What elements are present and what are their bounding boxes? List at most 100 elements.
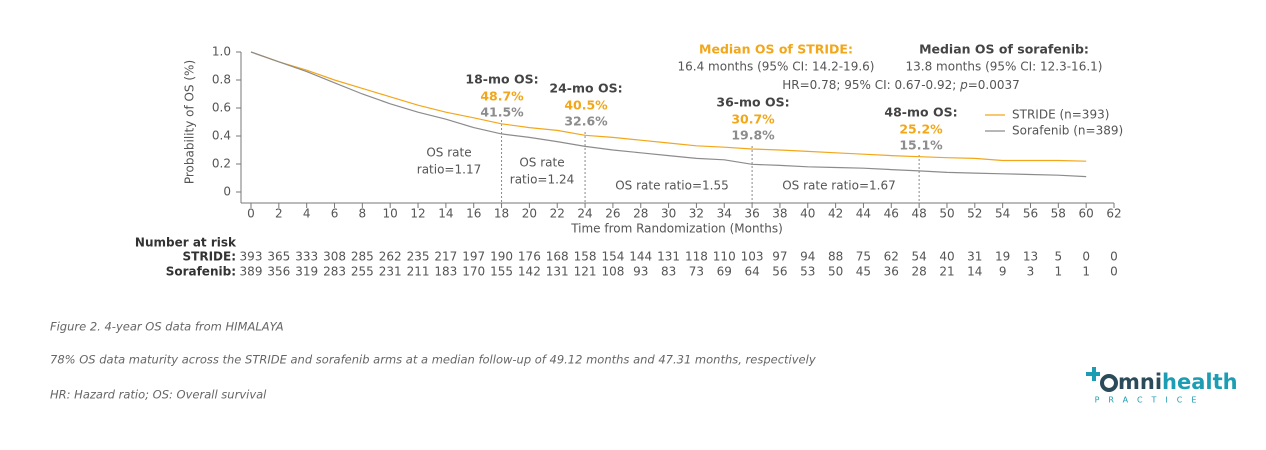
milestone-stride: 48.7% <box>480 89 524 104</box>
at-risk-value: 131 <box>546 265 569 279</box>
milestone-sorafenib: 19.8% <box>731 128 775 143</box>
x-tick-label: 60 <box>1079 207 1094 221</box>
x-tick-label: 54 <box>995 207 1010 221</box>
ratio-label: OS rate <box>426 146 471 160</box>
milestone-sorafenib: 41.5% <box>480 105 524 120</box>
at-risk-value: 93 <box>633 265 648 279</box>
at-risk-value: 308 <box>323 250 346 264</box>
y-tick-label: 0.8 <box>212 73 231 87</box>
x-tick-label: 62 <box>1106 207 1121 221</box>
x-tick-label: 4 <box>303 207 311 221</box>
x-tick-label: 52 <box>967 207 982 221</box>
at-risk-value: 40 <box>939 250 954 264</box>
at-risk-value: 31 <box>967 250 982 264</box>
hr-text: HR=0.78; 95% CI: 0.67-0.92; p=0.0037 <box>782 78 1020 92</box>
logo: mnihealth PRACTICE <box>1086 367 1238 405</box>
milestone-title: 36-mo OS: <box>716 95 789 110</box>
at-risk-value: 1 <box>1082 265 1090 279</box>
at-risk-value: 285 <box>351 250 374 264</box>
at-risk-value: 75 <box>856 250 871 264</box>
at-risk-value: 62 <box>884 250 899 264</box>
x-tick-label: 14 <box>438 207 453 221</box>
at-risk-value: 5 <box>1055 250 1063 264</box>
at-risk-value: 56 <box>772 265 787 279</box>
logo-icon <box>1100 374 1118 392</box>
x-tick-label: 0 <box>247 207 255 221</box>
y-tick-label: 1.0 <box>212 45 231 59</box>
x-tick-label: 32 <box>689 207 704 221</box>
caption: Figure 2. 4-year OS data from HIMALAYA <box>50 320 284 334</box>
y-tick-label: 0 <box>223 185 231 199</box>
x-tick-label: 2 <box>275 207 283 221</box>
at-risk-value: 0 <box>1110 265 1118 279</box>
at-risk-value: 14 <box>967 265 982 279</box>
ratio-label: ratio=1.24 <box>510 173 574 187</box>
x-tick-label: 28 <box>633 207 648 221</box>
x-tick-label: 30 <box>661 207 676 221</box>
x-tick-label: 24 <box>577 207 592 221</box>
at-risk-value: 235 <box>407 250 430 264</box>
x-tick-label: 10 <box>383 207 398 221</box>
x-tick-label: 36 <box>744 207 759 221</box>
y-tick-label: 0.4 <box>212 129 231 143</box>
at-risk-value: 21 <box>939 265 954 279</box>
at-risk-value: 389 <box>240 265 263 279</box>
at-risk-value: 97 <box>772 250 787 264</box>
at-risk-value: 50 <box>828 265 843 279</box>
at-risk-value: 168 <box>546 250 569 264</box>
x-tick-label: 20 <box>522 207 537 221</box>
at-risk-label: Sorafenib: <box>166 265 236 279</box>
at-risk-value: 121 <box>574 265 597 279</box>
milestone-sorafenib: 32.6% <box>564 114 608 129</box>
ratio-label: OS rate ratio=1.55 <box>615 179 729 193</box>
x-tick-label: 38 <box>772 207 787 221</box>
x-tick-label: 18 <box>494 207 509 221</box>
at-risk-value: 88 <box>828 250 843 264</box>
at-risk-value: 155 <box>490 265 513 279</box>
median-text: 13.8 months (95% CI: 12.3-16.1) <box>906 60 1103 74</box>
median-text: 16.4 months (95% CI: 14.2-19.6) <box>678 60 875 74</box>
at-risk-value: 64 <box>744 265 759 279</box>
at-risk-value: 131 <box>657 250 680 264</box>
at-risk-value: 94 <box>800 250 815 264</box>
x-tick-label: 22 <box>550 207 565 221</box>
at-risk-value: 73 <box>689 265 704 279</box>
x-axis-title: Time from Randomization (Months) <box>570 222 783 236</box>
logo-icon <box>1086 367 1100 381</box>
y-tick-label: 0.6 <box>212 101 231 115</box>
survival-curve <box>250 51 1087 162</box>
milestone-stride: 30.7% <box>731 112 775 127</box>
at-risk-value: 53 <box>800 265 815 279</box>
logo-tagline: PRACTICE <box>1095 396 1206 405</box>
at-risk-value: 144 <box>629 250 652 264</box>
x-tick-label: 56 <box>1023 207 1038 221</box>
x-tick-label: 58 <box>1051 207 1066 221</box>
ratio-label: OS rate <box>519 156 564 170</box>
legend-label: STRIDE (n=393) <box>1012 108 1109 122</box>
median-title: Median OS of STRIDE: <box>699 42 853 57</box>
x-tick-label: 48 <box>911 207 926 221</box>
at-risk-value: 176 <box>518 250 541 264</box>
at-risk-value: 142 <box>518 265 541 279</box>
at-risk-value: 255 <box>351 265 374 279</box>
at-risk-value: 283 <box>323 265 346 279</box>
milestone-sorafenib: 15.1% <box>899 138 943 153</box>
milestone-title: 24-mo OS: <box>549 81 622 96</box>
at-risk-value: 190 <box>490 250 513 264</box>
caption: 78% OS data maturity across the STRIDE a… <box>50 353 816 367</box>
x-tick-label: 44 <box>856 207 871 221</box>
at-risk-label: STRIDE: <box>183 250 237 264</box>
median-title: Median OS of sorafenib: <box>919 42 1089 57</box>
at-risk-value: 154 <box>601 250 624 264</box>
logo-brand: health <box>1162 370 1238 394</box>
at-risk-value: 158 <box>574 250 597 264</box>
at-risk-title: Number at risk <box>135 236 237 250</box>
x-tick-label: 50 <box>939 207 954 221</box>
x-tick-label: 42 <box>828 207 843 221</box>
survival-curve <box>250 51 1087 178</box>
at-risk-value: 19 <box>995 250 1010 264</box>
x-tick-label: 6 <box>331 207 339 221</box>
at-risk-value: 36 <box>884 265 899 279</box>
milestone-title: 48-mo OS: <box>884 105 957 120</box>
